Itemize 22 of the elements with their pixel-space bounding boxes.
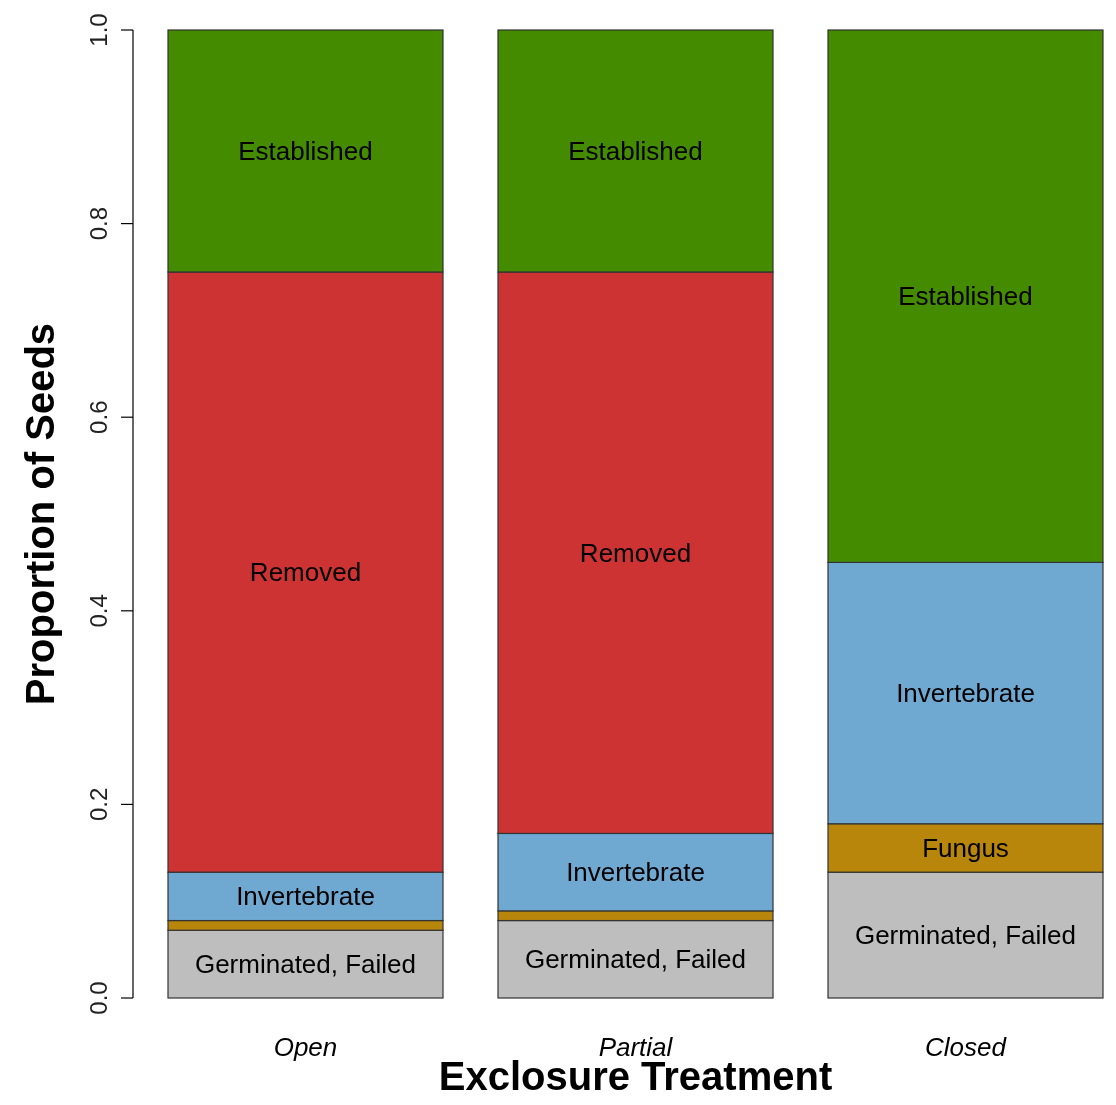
x-tick-label: Partial (598, 1032, 674, 1062)
x-tick-label: Closed (925, 1032, 1008, 1062)
series-label: Invertebrate (236, 881, 375, 912)
y-tick-label: 1.0 (85, 13, 112, 47)
text: Germinated, Failed (524, 944, 747, 975)
text: Germinated, Failed (854, 920, 1077, 951)
y-tick-label: 0.0 (85, 981, 112, 1015)
series-label: Established (568, 136, 703, 167)
text: Invertebrate (896, 678, 1035, 709)
text: Established (898, 281, 1033, 312)
text: Invertebrate (566, 857, 705, 888)
text: Established (238, 136, 373, 167)
series-label: Removed (249, 557, 362, 588)
y-tick-label: 0.8 (85, 206, 112, 241)
y-tick-label: 0.4 (85, 594, 112, 628)
series-label: Germinated, Failed (194, 949, 417, 980)
y-tick-label: 0.2 (85, 787, 112, 822)
text: Removed (579, 537, 692, 568)
series-label: Fungus (922, 833, 1009, 864)
y-axis-title: Proportion of Seeds (18, 322, 62, 706)
y-tick-label: 0.6 (85, 400, 112, 434)
x-tick-label: Open (273, 1032, 338, 1062)
